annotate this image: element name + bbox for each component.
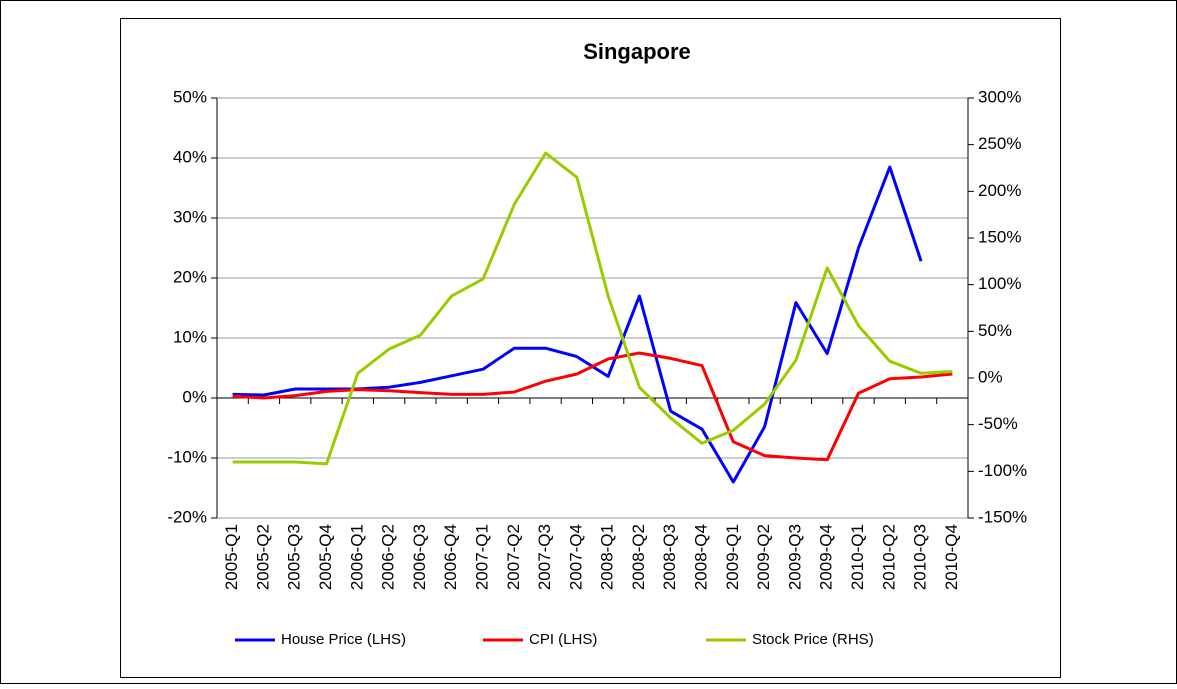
y2-tick-label: 100% xyxy=(978,274,1021,293)
x-tick-label: 2005-Q2 xyxy=(253,524,272,590)
y-tick-label: 40% xyxy=(173,147,207,166)
y2-tick-label: 150% xyxy=(978,227,1021,246)
x-tick-label: 2009-Q2 xyxy=(754,524,773,590)
x-tick-label: 2009-Q4 xyxy=(817,524,836,590)
x-tick-label: 2007-Q1 xyxy=(472,524,491,590)
series-line xyxy=(232,151,953,466)
legend-label: CPI (LHS) xyxy=(529,631,597,648)
y2-tick-label: 50% xyxy=(978,321,1012,340)
x-tick-label: 2009-Q3 xyxy=(785,524,804,590)
legend-label: House Price (LHS) xyxy=(281,631,406,648)
y-tick-label: -10% xyxy=(167,447,207,466)
y2-tick-label: -150% xyxy=(978,507,1027,526)
x-tick-label: 2008-Q2 xyxy=(629,524,648,590)
x-tick-label: 2006-Q2 xyxy=(379,524,398,590)
y-tick-label: 0% xyxy=(182,387,207,406)
x-tick-label: 2005-Q1 xyxy=(222,524,241,590)
x-tick-label: 2007-Q2 xyxy=(504,524,523,590)
x-tick-label: 2006-Q1 xyxy=(347,524,366,590)
y2-tick-label: 200% xyxy=(978,181,1021,200)
y-tick-label: 30% xyxy=(173,207,207,226)
x-tick-label: 2008-Q4 xyxy=(692,524,711,590)
x-tick-label: 2006-Q4 xyxy=(441,524,460,590)
x-tick-label: 2010-Q3 xyxy=(911,524,930,590)
y-tick-label: 50% xyxy=(173,87,207,106)
x-tick-label: 2010-Q1 xyxy=(848,524,867,590)
y2-tick-label: 300% xyxy=(978,87,1021,106)
x-tick-label: 2010-Q4 xyxy=(942,524,961,590)
x-tick-label: 2008-Q3 xyxy=(660,524,679,590)
y2-tick-label: 0% xyxy=(978,367,1003,386)
y2-tick-label: -100% xyxy=(978,461,1027,480)
y2-tick-label: 250% xyxy=(978,134,1021,153)
x-tick-label: 2008-Q1 xyxy=(598,524,617,590)
y-tick-label: -20% xyxy=(167,507,207,526)
y-tick-label: 10% xyxy=(173,327,207,346)
x-tick-label: 2007-Q4 xyxy=(566,524,585,590)
x-tick-label: 2006-Q3 xyxy=(410,524,429,590)
y-tick-label: 20% xyxy=(173,267,207,286)
chart-title: Singapore xyxy=(583,39,691,64)
chart-frame xyxy=(120,18,1061,678)
legend-label: Stock Price (RHS) xyxy=(752,631,874,648)
x-tick-label: 2007-Q3 xyxy=(535,524,554,590)
y2-tick-label: -50% xyxy=(978,414,1018,433)
x-tick-label: 2010-Q2 xyxy=(879,524,898,590)
x-tick-label: 2005-Q4 xyxy=(316,524,335,590)
x-tick-label: 2009-Q1 xyxy=(723,524,742,590)
x-tick-label: 2005-Q3 xyxy=(285,524,304,590)
